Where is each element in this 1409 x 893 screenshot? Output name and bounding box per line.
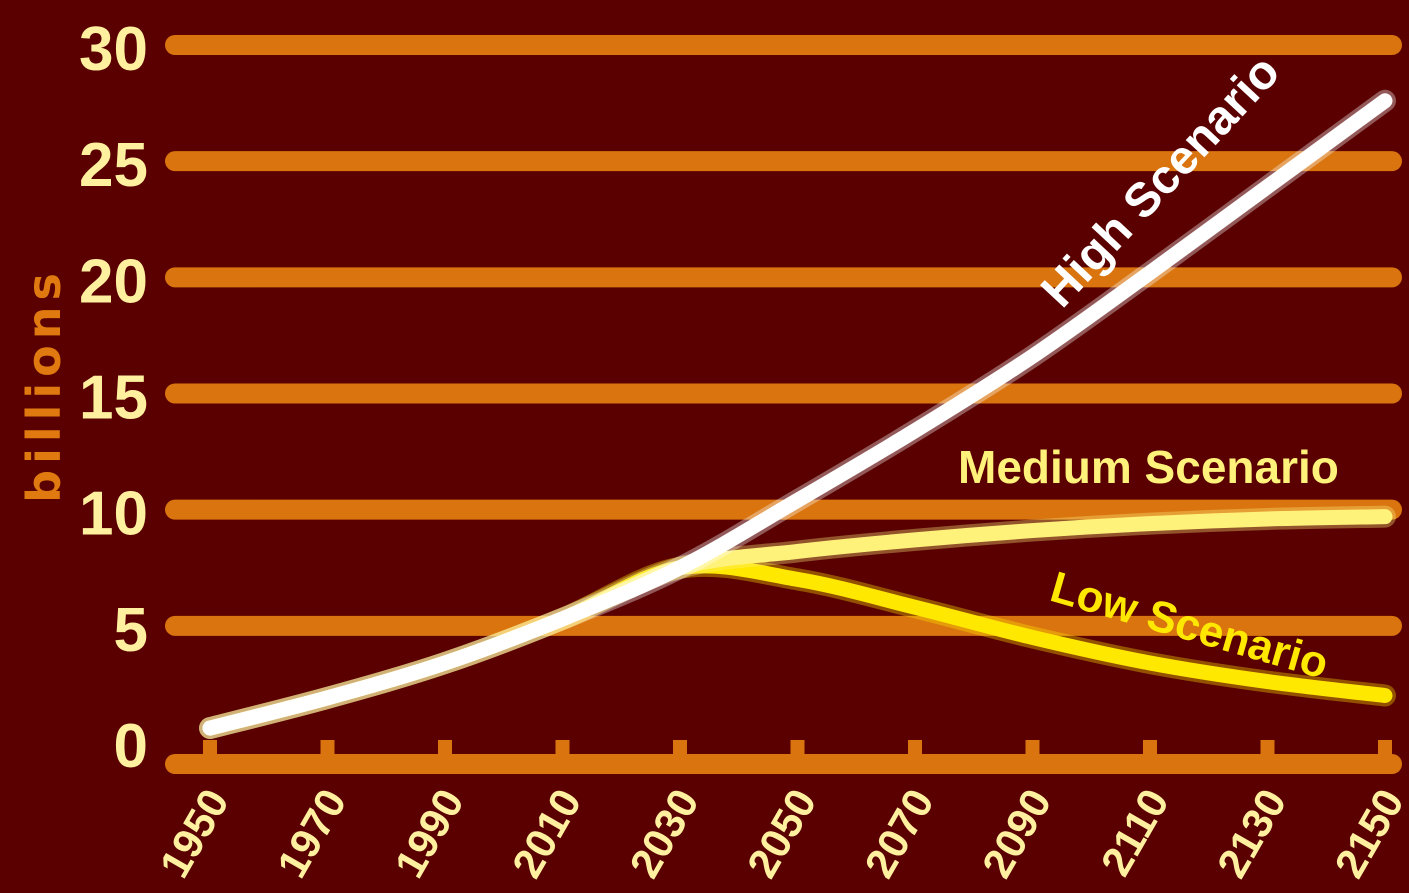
- high-scenario-line: [202, 93, 1393, 736]
- x-tick-mark: [673, 740, 687, 760]
- x-tick-mark: [1378, 740, 1392, 760]
- x-tick-mark: [908, 740, 922, 760]
- x-tick-label: 2150: [1325, 781, 1409, 885]
- gridline-20: [165, 267, 1402, 288]
- x-tick-labels: 1950 1970 1990 2010 2030 2050 2070 2090 2110 2130…: [150, 781, 1409, 885]
- x-tick-mark: [555, 740, 570, 760]
- x-tick-mark: [1143, 740, 1157, 760]
- y-tick-label: 30: [79, 15, 148, 84]
- x-tick-label: 2130: [1208, 781, 1295, 885]
- x-tick-label: 2010: [503, 781, 590, 885]
- x-tick-label: 2050: [738, 781, 825, 885]
- medium-scenario-label: Medium Scenario: [958, 441, 1339, 493]
- gridline-25: [165, 151, 1402, 172]
- x-tick-label: 2030: [620, 781, 707, 885]
- gridline-30: [165, 35, 1402, 55]
- y-tick-labels: 0 5 10 15 20 25 30: [79, 15, 148, 781]
- gridline-0: [165, 754, 1402, 774]
- x-tick-mark: [790, 740, 805, 760]
- x-tick-label: 2090: [973, 781, 1060, 885]
- x-tick-mark: [320, 740, 335, 760]
- y-tick-label: 0: [114, 712, 148, 781]
- y-tick-label: 20: [79, 247, 148, 316]
- gridline-5: [165, 615, 1402, 636]
- x-tick-label: 1950: [150, 781, 237, 885]
- x-tick-mark: [1025, 740, 1040, 760]
- y-axis-label: billions: [17, 267, 71, 503]
- x-tick-mark: [438, 740, 452, 760]
- gridline-15: [165, 383, 1402, 404]
- y-tick-label: 5: [114, 596, 148, 665]
- series-lines: [199, 89, 1396, 740]
- y-tick-label: 25: [79, 131, 148, 200]
- x-tick-label: 1970: [268, 781, 355, 885]
- y-tick-label: 15: [79, 364, 148, 433]
- x-tick-label: 2070: [855, 781, 942, 885]
- y-tick-label: 10: [79, 480, 148, 549]
- x-tick-mark: [203, 740, 217, 760]
- gridlines: [165, 35, 1402, 774]
- x-tick-mark: [1260, 740, 1275, 760]
- x-tick-label: 2110: [1092, 781, 1178, 883]
- x-tick-label: 1990: [385, 781, 472, 885]
